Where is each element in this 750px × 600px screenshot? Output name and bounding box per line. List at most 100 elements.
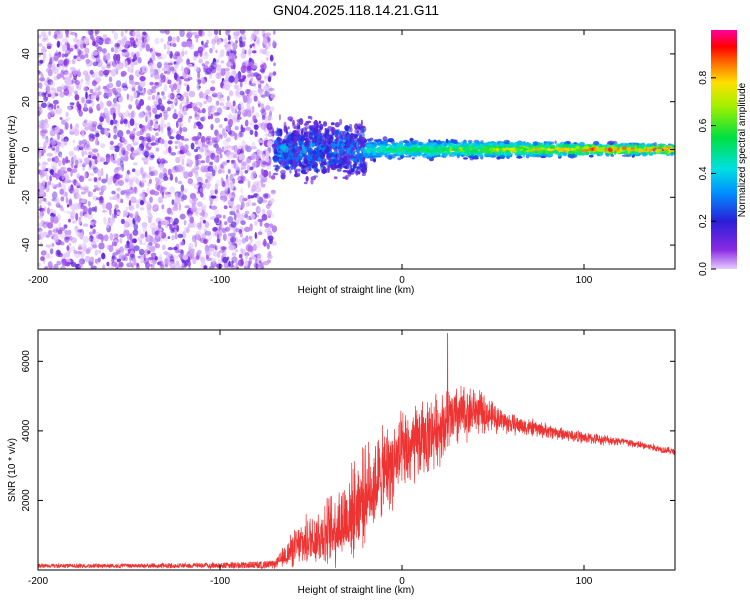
heatmap-cell — [89, 235, 94, 242]
heatmap-cell — [157, 98, 163, 105]
heatmap-cell — [251, 32, 256, 40]
heatmap-cell — [270, 175, 276, 180]
heatmap-cell — [234, 132, 237, 141]
heatmap-cell — [485, 153, 490, 156]
heatmap-cell — [268, 170, 272, 179]
heatmap-cell — [52, 216, 59, 224]
heatmap-cell — [71, 245, 75, 251]
heatmap-cell — [293, 164, 297, 173]
heatmap-cell — [235, 227, 240, 233]
heatmap-cell — [298, 134, 301, 138]
heatmap-cell — [297, 124, 301, 129]
heatmap-cell — [208, 233, 213, 241]
heatmap-cell — [133, 90, 138, 99]
heatmap-cell — [178, 253, 184, 258]
heatmap-cell — [231, 145, 236, 151]
heatmap-cell — [118, 261, 124, 268]
heatmap-cell — [220, 60, 225, 64]
heatmap-cell — [121, 136, 125, 142]
heatmap-cell — [160, 72, 164, 80]
heatmap-cell — [179, 30, 185, 37]
heatmap-cell — [223, 132, 228, 139]
heatmap-cell — [269, 223, 274, 228]
heatmap-cell — [63, 210, 69, 214]
heatmap-cell — [245, 88, 251, 95]
heatmap-cell — [621, 142, 627, 147]
heatmap-cell — [244, 144, 249, 151]
heatmap-cell — [158, 174, 164, 179]
heatmap-cell — [214, 143, 219, 149]
heatmap-cell — [126, 129, 131, 135]
heatmap-cell — [263, 238, 267, 247]
heatmap-cell — [80, 186, 85, 191]
heatmap-cell — [74, 94, 80, 101]
heatmap-cell — [96, 94, 100, 102]
heatmap-cell — [238, 229, 241, 235]
heatmap-cell — [274, 139, 279, 145]
heatmap-cell — [113, 167, 119, 175]
heatmap-cell — [174, 176, 178, 183]
heatmap-cell — [299, 150, 303, 156]
heatmap-cell — [339, 132, 342, 137]
heatmap-cell — [149, 235, 154, 243]
heatmap-cell — [516, 142, 521, 145]
heatmap-cells — [38, 30, 675, 269]
heatmap-cell — [156, 184, 163, 192]
heatmap-cell — [147, 250, 151, 254]
heatmap-cell — [226, 151, 230, 158]
heatmap-cell — [217, 259, 223, 265]
heatmap-cell — [51, 243, 55, 247]
heatmap-cell — [172, 113, 178, 120]
heatmap-cell — [120, 31, 124, 37]
heatmap-cell — [76, 157, 82, 163]
heatmap-cell — [197, 109, 203, 114]
heatmap-cell — [58, 159, 62, 167]
heatmap-cell — [138, 36, 142, 45]
heatmap-cell — [216, 107, 223, 115]
heatmap-cell — [142, 136, 148, 142]
heatmap-cell — [135, 38, 139, 42]
heatmap-cell — [59, 188, 64, 195]
heatmap-cell — [119, 46, 122, 52]
heatmap-cell — [246, 264, 251, 269]
heatmap-cell — [273, 62, 276, 67]
heatmap-cell — [266, 242, 270, 250]
heatmap-cell — [194, 136, 200, 141]
heatmap-cell — [252, 115, 257, 122]
heatmap-cell — [88, 231, 94, 236]
heatmap-cell — [207, 252, 212, 256]
heatmap-cell — [49, 110, 55, 115]
heatmap-cell — [337, 156, 343, 162]
heatmap-cell — [144, 173, 152, 179]
heatmap-cell — [48, 31, 51, 36]
heatmap-cell — [240, 65, 247, 74]
heatmap-cell — [149, 81, 154, 86]
heatmap-cell — [524, 151, 528, 154]
heatmap-cell — [178, 110, 182, 117]
heatmap-cell — [119, 266, 122, 269]
heatmap-cell — [160, 105, 165, 112]
heatmap-cell — [156, 61, 162, 69]
heatmap-cell — [63, 58, 70, 66]
heatmap-cell — [90, 33, 94, 40]
heatmap-cell — [207, 30, 213, 37]
heatmap-cell — [498, 142, 505, 147]
heatmap-cell — [88, 207, 92, 215]
heatmap-cell — [169, 66, 175, 71]
heatmap-cell — [464, 143, 469, 147]
heatmap-cell — [160, 118, 165, 125]
heatmap-cell — [153, 100, 157, 106]
heatmap-cell — [40, 130, 48, 134]
heatmap-cell — [336, 168, 342, 172]
heatmap-cell — [183, 219, 187, 226]
heatmap-cell — [201, 209, 205, 217]
heatmap-cell — [127, 112, 132, 116]
heatmap-cell — [166, 106, 171, 112]
heatmap-cell — [211, 169, 216, 177]
heatmap-cell — [47, 261, 53, 269]
heatmap-cell — [227, 113, 233, 120]
heatmap-cell — [85, 71, 88, 77]
heatmap-cell — [133, 258, 137, 266]
heatmap-cell — [128, 204, 135, 211]
heatmap-cell — [245, 126, 252, 131]
